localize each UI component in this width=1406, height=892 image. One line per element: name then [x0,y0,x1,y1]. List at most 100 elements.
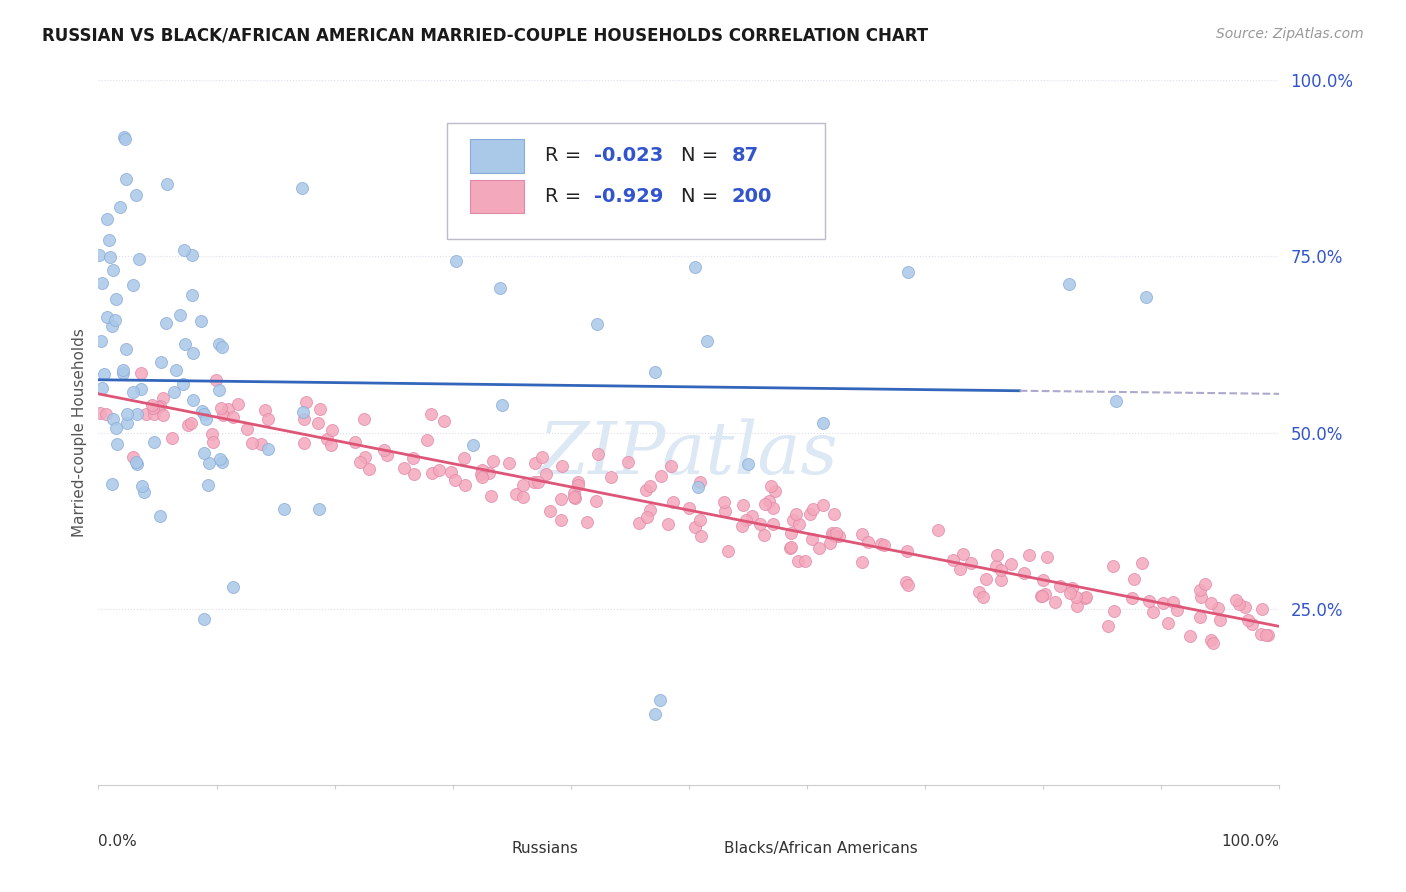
Point [585,494,607,508]
Point [420,466,443,480]
Point [112,129,135,144]
Point [512,491,534,505]
Point [741,508,763,523]
Point [600,470,623,484]
Point [444,254,467,268]
Point [661,495,683,509]
Point [990,563,1012,577]
Point [825,525,848,540]
Point [122,278,145,293]
Point [1018,548,1040,562]
Text: RUSSIAN VS BLACK/AFRICAN AMERICAN MARRIED-COUPLE HOUSEHOLDS CORRELATION CHART: RUSSIAN VS BLACK/AFRICAN AMERICAN MARRIE… [42,27,928,45]
Text: Source: ZipAtlas.com: Source: ZipAtlas.com [1216,27,1364,41]
Point [821,526,844,541]
Point [523,475,546,489]
Point [1102,559,1125,574]
Point [343,434,366,449]
Point [648,693,671,707]
Point [1180,630,1202,644]
Point [638,503,661,517]
Point [142,407,165,421]
Point [678,501,700,516]
Point [505,487,527,501]
Bar [471,179,523,213]
Point [782,513,804,527]
Point [131,479,153,493]
Point [132,484,155,499]
Point [349,455,371,469]
Point [851,555,873,569]
Point [683,520,706,534]
Point [202,434,225,449]
Point [110,200,132,214]
Point [1199,596,1222,610]
Point [177,418,200,433]
Point [112,363,135,377]
Point [169,308,191,322]
Point [155,316,177,330]
Point [811,499,834,513]
Point [211,339,233,353]
Point [1202,635,1225,649]
Point [307,416,329,430]
Text: R =: R = [546,187,588,206]
Point [730,518,752,533]
Point [551,458,574,473]
Point [87,248,110,262]
Point [439,465,461,479]
Point [562,490,585,504]
Point [960,556,983,570]
Point [470,467,492,481]
Point [253,403,276,417]
Point [165,362,187,376]
Point [761,479,783,493]
Point [222,580,245,594]
Point [1135,290,1157,304]
Point [1161,595,1184,609]
Point [1074,591,1097,605]
Point [536,467,558,481]
Point [823,508,845,522]
Point [974,572,997,586]
Point [942,553,965,567]
Point [146,400,169,414]
Point [197,478,219,492]
Point [550,492,572,507]
Point [125,455,148,469]
Point [689,512,711,526]
Point [779,541,801,555]
Point [454,477,477,491]
Point [394,461,416,475]
Point [478,466,501,480]
Point [114,132,136,146]
Point [787,554,810,568]
Text: N =: N = [681,187,724,206]
Point [762,517,785,532]
Point [257,442,280,456]
Point [104,293,127,307]
Point [617,455,640,469]
Point [1122,572,1144,586]
Point [207,383,229,397]
Text: -0.023: -0.023 [595,146,664,165]
Point [129,366,152,380]
Point [481,454,503,468]
Point [1251,602,1274,616]
Point [373,443,395,458]
Point [190,314,212,328]
Point [127,407,149,421]
Point [101,411,124,425]
Point [1137,593,1160,607]
Point [180,248,202,262]
Point [870,537,893,551]
Point [714,504,737,518]
Point [149,508,172,523]
Text: R =: R = [546,146,588,165]
Point [1035,586,1057,600]
Point [91,276,114,290]
Point [734,513,756,527]
Point [737,457,759,471]
Point [1066,599,1088,613]
Point [1233,600,1256,615]
Point [657,516,679,531]
